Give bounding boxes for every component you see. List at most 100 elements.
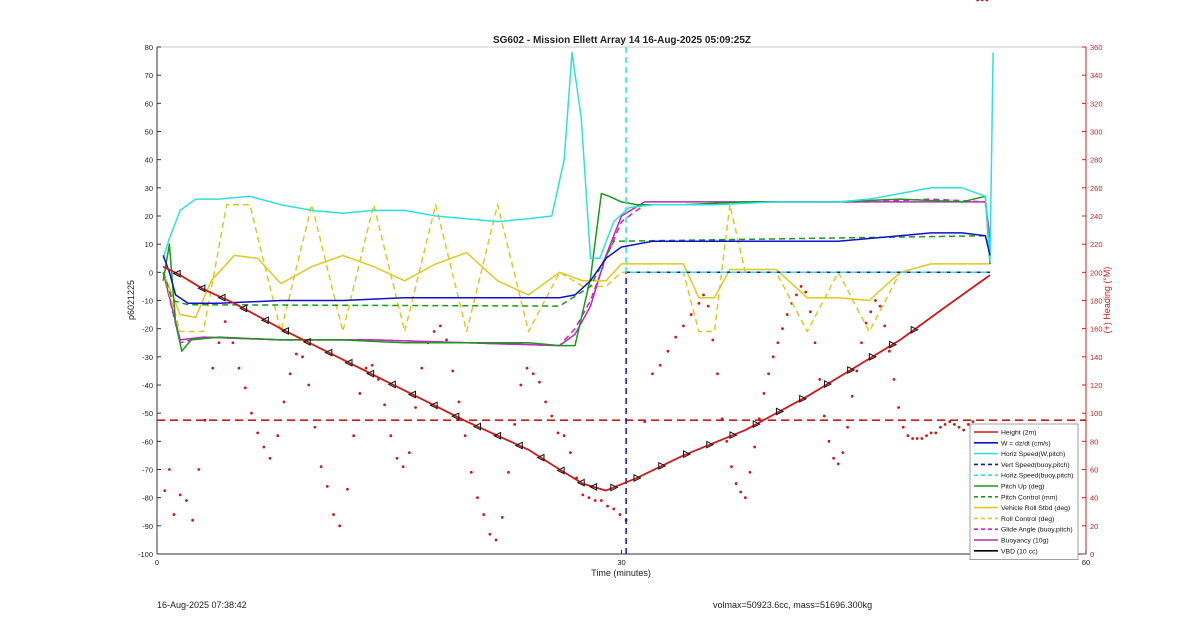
footer-mass-info: volmax=50923.6cc, mass=51696.300kg: [713, 600, 873, 610]
y-tick-label: -100: [138, 550, 153, 559]
y-tick-label: -70: [142, 466, 153, 475]
series-line-w-dz-dt-cm-s: [162, 232, 991, 305]
heading-point: [231, 341, 235, 345]
heading-point: [901, 425, 905, 429]
heading-point: [531, 372, 535, 376]
heading-point: [832, 456, 836, 460]
heading-point: [878, 304, 882, 308]
heading-point: [860, 341, 863, 345]
heading-point: [887, 349, 891, 353]
heading-point: [538, 380, 541, 384]
legend-label: Buoyancy (10g): [1001, 538, 1049, 545]
heading-point: [906, 434, 910, 438]
legend-label: Glide Angle (buoy,pitch): [1001, 527, 1073, 534]
heading-point: [319, 465, 323, 469]
heading-point: [352, 434, 356, 438]
height-marker: [888, 340, 898, 349]
y2-tick-label: 40: [1090, 494, 1098, 503]
heading-point: [500, 515, 504, 519]
heading-point: [569, 451, 572, 454]
height-marker: [407, 390, 416, 399]
height-marker: [576, 478, 585, 487]
heading-point: [463, 434, 467, 438]
heading-point: [618, 513, 622, 516]
height-marker: [493, 431, 502, 440]
heading-point: [971, 420, 975, 424]
heading-point: [185, 499, 188, 502]
heading-point: [211, 366, 215, 370]
legend-label: Pitch Up (deg): [1001, 484, 1044, 491]
heading-point: [276, 434, 280, 438]
heading-point: [966, 423, 970, 426]
x-tick-label: 0: [155, 558, 159, 567]
heading-point: [753, 445, 757, 449]
heading-point: [519, 383, 523, 387]
heading-point: [948, 420, 952, 424]
legend-box: [969, 423, 1079, 561]
heading-point: [469, 470, 473, 474]
y2-tick-label: 360: [1090, 43, 1103, 52]
y2-tick-label: 220: [1090, 240, 1103, 249]
heading-point: [395, 456, 399, 460]
y2-tick-label: 120: [1090, 381, 1103, 390]
height-marker: [302, 337, 311, 346]
heading-point: [911, 437, 914, 440]
heading-point: [389, 434, 393, 438]
heading-point: [612, 507, 616, 511]
height-marker: [217, 293, 226, 302]
legend-label: Vehicle Roll Stbd (deg): [1001, 505, 1070, 512]
heading-point: [771, 355, 775, 359]
heading-point: [438, 324, 442, 328]
height-marker: [324, 348, 333, 357]
y2-tick-label: 80: [1090, 437, 1098, 446]
heading-point: [250, 411, 253, 415]
height-marker: [729, 431, 738, 440]
heading-point: [364, 366, 368, 370]
y-tick-label: -80: [142, 494, 153, 503]
heading-point: [682, 324, 685, 328]
y2-tick-label: 320: [1090, 99, 1103, 108]
y2-tick-label: 20: [1090, 522, 1098, 531]
y2-tick-label: 0: [1090, 550, 1094, 559]
y-tick-label: -40: [142, 381, 153, 390]
heading-point: [294, 352, 298, 356]
y-tick-label: -20: [142, 325, 153, 334]
y2-axis-label: (+) Heading (°M): [1102, 267, 1112, 334]
series-line-roll-control-deg: [162, 203, 990, 333]
legend-label: Height (2m): [1001, 430, 1037, 437]
y2-tick-label: 100: [1090, 409, 1103, 418]
y-tick-label: 0: [149, 268, 153, 277]
legend-label: Horiz Speed(W,pitch): [1001, 451, 1065, 458]
axes-group: -100-90-80-70-60-50-40-30-20-10010203040…: [138, 43, 1103, 567]
heading-point: [795, 293, 798, 297]
height-marker: [451, 412, 460, 421]
data-group: [157, 0, 1086, 554]
y2-tick-label: 260: [1090, 184, 1103, 193]
heading-point: [804, 290, 808, 294]
y2-tick-label: 60: [1090, 466, 1098, 475]
heading-point: [167, 468, 171, 471]
legend-label: Vert Speed(buoy,pitch): [1001, 462, 1070, 469]
height-marker: [633, 473, 642, 482]
y2-tick-label: 240: [1090, 212, 1103, 221]
heading-point: [507, 470, 510, 474]
heading-point: [957, 425, 961, 429]
heading-point: [702, 293, 705, 297]
y-tick-label: 30: [145, 184, 153, 193]
y-tick-label: -30: [142, 353, 153, 362]
y-axis-label: p6021225: [126, 280, 136, 320]
y-tick-label: -50: [142, 409, 153, 418]
heading-point: [513, 423, 517, 426]
height-marker: [847, 365, 856, 374]
heading-point: [725, 439, 729, 443]
heading-point: [550, 414, 554, 418]
heading-point: [445, 338, 448, 342]
heading-point: [697, 301, 701, 305]
y-tick-label: 40: [145, 156, 153, 165]
heading-point: [432, 330, 436, 333]
heading-point: [934, 431, 938, 435]
height-marker: [172, 269, 181, 278]
heading-point: [855, 369, 859, 373]
heading-point: [689, 313, 693, 316]
heading-point: [841, 451, 845, 454]
